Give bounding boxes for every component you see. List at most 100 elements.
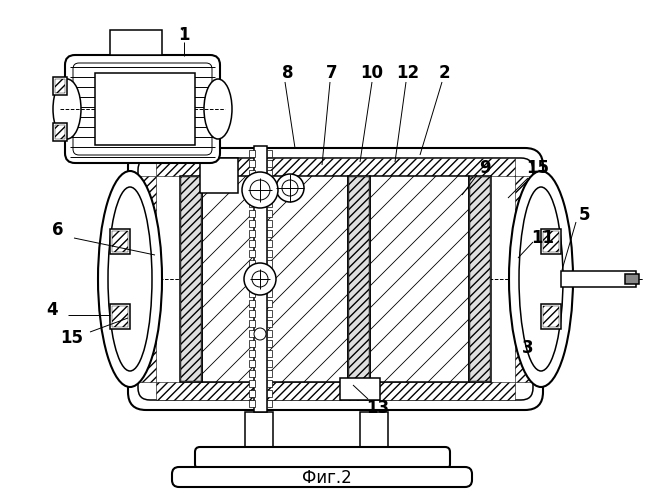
Bar	[55, 125, 65, 139]
Text: 6: 6	[52, 221, 63, 239]
Bar	[249, 170, 255, 177]
Text: 4: 4	[46, 301, 58, 319]
Bar	[561, 271, 636, 287]
Bar	[249, 310, 255, 317]
Bar	[267, 320, 272, 327]
Bar	[55, 79, 65, 93]
Bar	[267, 230, 272, 237]
Bar	[543, 231, 559, 252]
Bar	[249, 250, 255, 257]
Text: 13: 13	[366, 399, 390, 417]
Ellipse shape	[252, 271, 268, 287]
Text: 1: 1	[179, 26, 190, 44]
Bar	[249, 210, 255, 217]
Bar	[625, 274, 639, 284]
Ellipse shape	[53, 79, 81, 139]
Bar	[249, 220, 255, 227]
Bar	[249, 400, 255, 407]
Ellipse shape	[108, 187, 152, 371]
Bar	[267, 400, 272, 407]
Bar	[340, 378, 380, 400]
Bar	[112, 306, 128, 327]
Bar	[360, 412, 388, 447]
Bar	[249, 230, 255, 237]
Bar	[267, 270, 272, 277]
Ellipse shape	[276, 174, 304, 202]
Ellipse shape	[244, 263, 276, 295]
Bar	[249, 300, 255, 307]
Ellipse shape	[282, 180, 298, 196]
Bar	[249, 270, 255, 277]
Bar	[267, 290, 272, 297]
Bar	[249, 290, 255, 297]
Ellipse shape	[98, 171, 162, 387]
Text: 15: 15	[61, 329, 84, 347]
Bar	[249, 180, 255, 187]
Bar	[267, 350, 272, 357]
Bar	[156, 382, 515, 400]
Bar	[138, 176, 156, 382]
FancyBboxPatch shape	[73, 63, 212, 155]
Text: 9: 9	[479, 159, 490, 177]
Bar	[267, 260, 272, 267]
Bar	[254, 146, 267, 412]
FancyBboxPatch shape	[172, 467, 472, 487]
Bar	[267, 280, 272, 287]
Bar	[249, 360, 255, 367]
Bar	[249, 200, 255, 207]
Text: 11: 11	[532, 229, 555, 247]
Bar	[370, 176, 469, 382]
Ellipse shape	[242, 172, 278, 208]
Bar	[249, 340, 255, 347]
Bar	[249, 370, 255, 377]
Bar	[267, 330, 272, 337]
Text: 10: 10	[360, 64, 383, 82]
Bar	[53, 123, 67, 141]
Bar	[267, 250, 272, 257]
Bar	[541, 304, 561, 329]
Bar	[267, 170, 272, 177]
Bar	[200, 158, 238, 193]
Bar	[267, 160, 272, 167]
Bar	[267, 220, 272, 227]
Bar	[267, 360, 272, 367]
Bar	[515, 176, 533, 382]
Bar	[267, 370, 272, 377]
Bar	[267, 240, 272, 247]
FancyBboxPatch shape	[128, 148, 543, 410]
Ellipse shape	[254, 328, 266, 340]
Bar	[543, 306, 559, 327]
Bar	[249, 190, 255, 197]
Bar	[267, 180, 272, 187]
Bar	[267, 210, 272, 217]
Bar	[95, 73, 195, 145]
Text: 12: 12	[396, 64, 420, 82]
FancyBboxPatch shape	[65, 55, 220, 163]
Bar	[249, 280, 255, 287]
Ellipse shape	[509, 171, 573, 387]
Bar	[249, 350, 255, 357]
Bar	[267, 310, 272, 317]
Bar	[267, 150, 272, 157]
Bar	[249, 320, 255, 327]
Bar	[249, 260, 255, 267]
Ellipse shape	[519, 187, 563, 371]
Bar	[181, 177, 201, 381]
Bar	[267, 340, 272, 347]
Text: 5: 5	[579, 206, 591, 224]
Bar	[267, 390, 272, 397]
Ellipse shape	[204, 79, 232, 139]
Bar	[469, 176, 491, 382]
FancyBboxPatch shape	[138, 158, 533, 400]
Bar	[110, 30, 162, 55]
Bar	[245, 412, 273, 447]
Ellipse shape	[250, 180, 270, 200]
Bar	[180, 176, 202, 382]
Bar	[541, 229, 561, 254]
Bar	[348, 176, 370, 382]
Bar	[470, 177, 490, 381]
Text: 3: 3	[522, 339, 534, 357]
Text: 2: 2	[438, 64, 450, 82]
Text: 7: 7	[326, 64, 338, 82]
Bar	[267, 190, 272, 197]
